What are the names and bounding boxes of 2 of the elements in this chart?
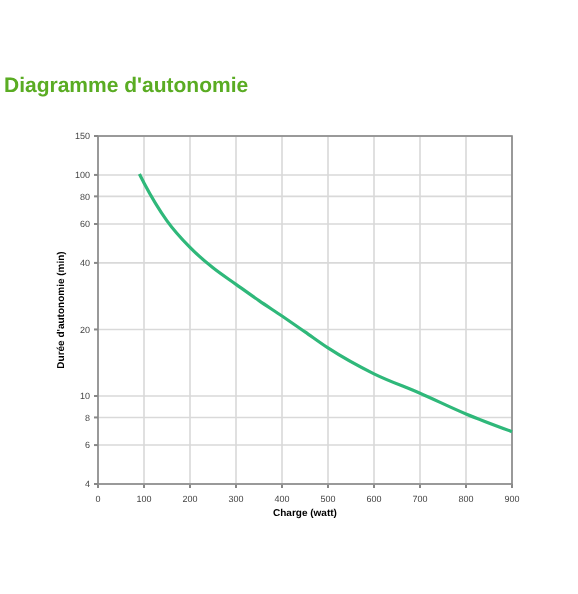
line-series: [137, 172, 514, 434]
chart-title: Diagramme d'autonomie: [4, 74, 249, 98]
